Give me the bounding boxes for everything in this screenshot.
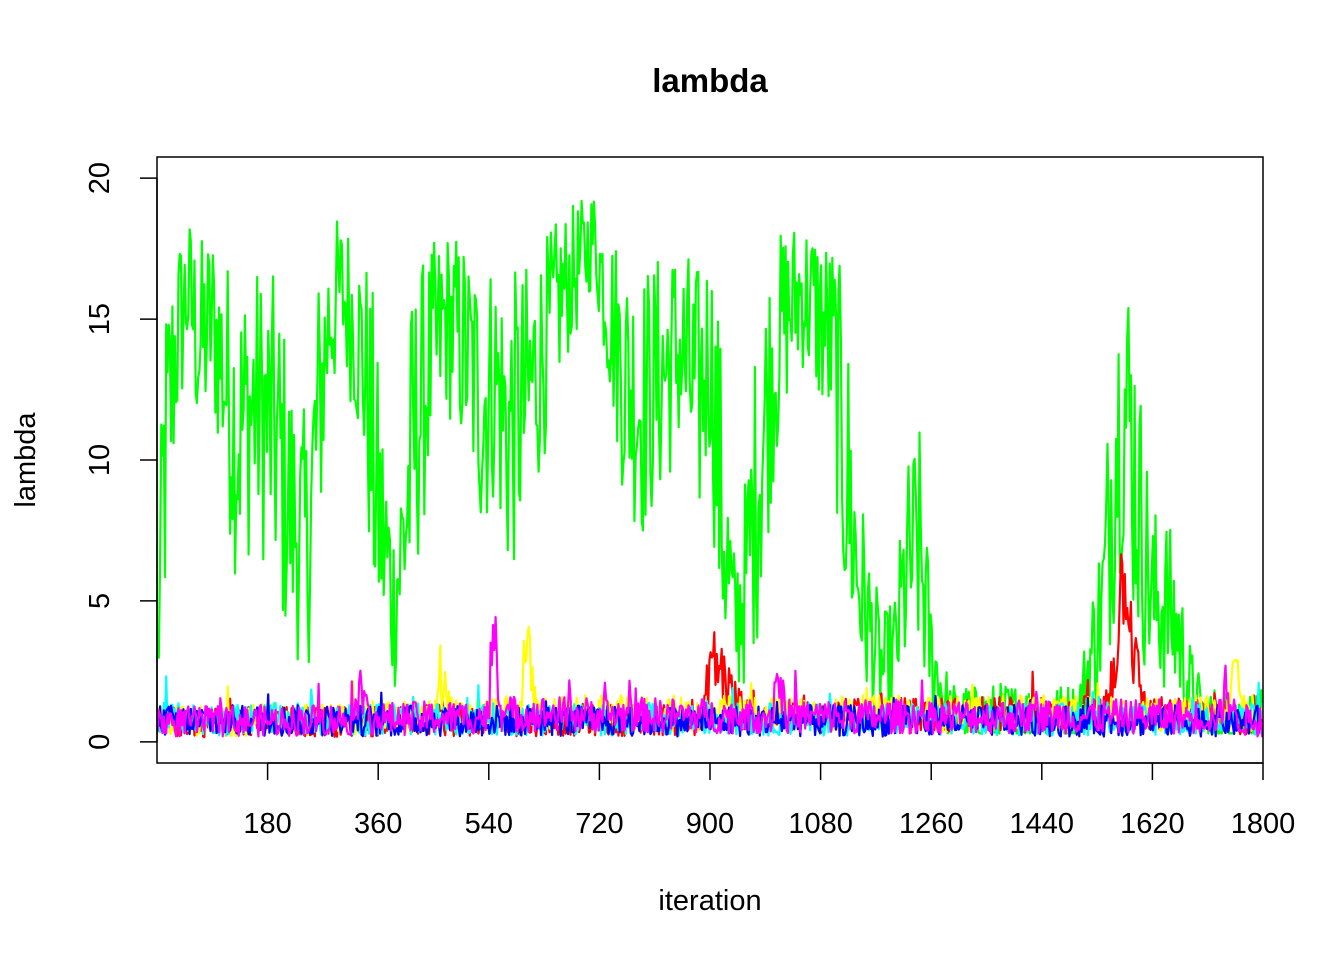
x-axis: 180 360 540 720 900 1080 1260 1440 1620 1800 [243, 762, 1296, 840]
trace-line [156, 615, 1264, 738]
trace-lines [156, 199, 1264, 739]
y-tick-label: 20 [84, 162, 116, 194]
y-tick-label: 0 [84, 734, 116, 750]
chart-title: lambda [652, 62, 768, 99]
x-tick-label: 1440 [1010, 808, 1075, 840]
x-tick-label: 360 [354, 808, 402, 840]
y-tick-label: 10 [84, 444, 116, 476]
x-tick-label: 1080 [788, 808, 853, 840]
y-axis: 0 5 10 15 20 [84, 162, 158, 750]
x-tick-label: 180 [243, 808, 291, 840]
x-axis-label: iteration [658, 885, 761, 917]
y-tick-label: 5 [84, 593, 116, 609]
x-tick-label: 1800 [1231, 808, 1296, 840]
x-tick-label: 1620 [1120, 808, 1185, 840]
x-tick-label: 720 [575, 808, 623, 840]
x-tick-label: 540 [465, 808, 513, 840]
y-axis-label: lambda [10, 412, 42, 508]
y-tick-label: 15 [84, 303, 116, 335]
x-tick-label: 1260 [899, 808, 964, 840]
x-tick-label: 900 [686, 808, 734, 840]
